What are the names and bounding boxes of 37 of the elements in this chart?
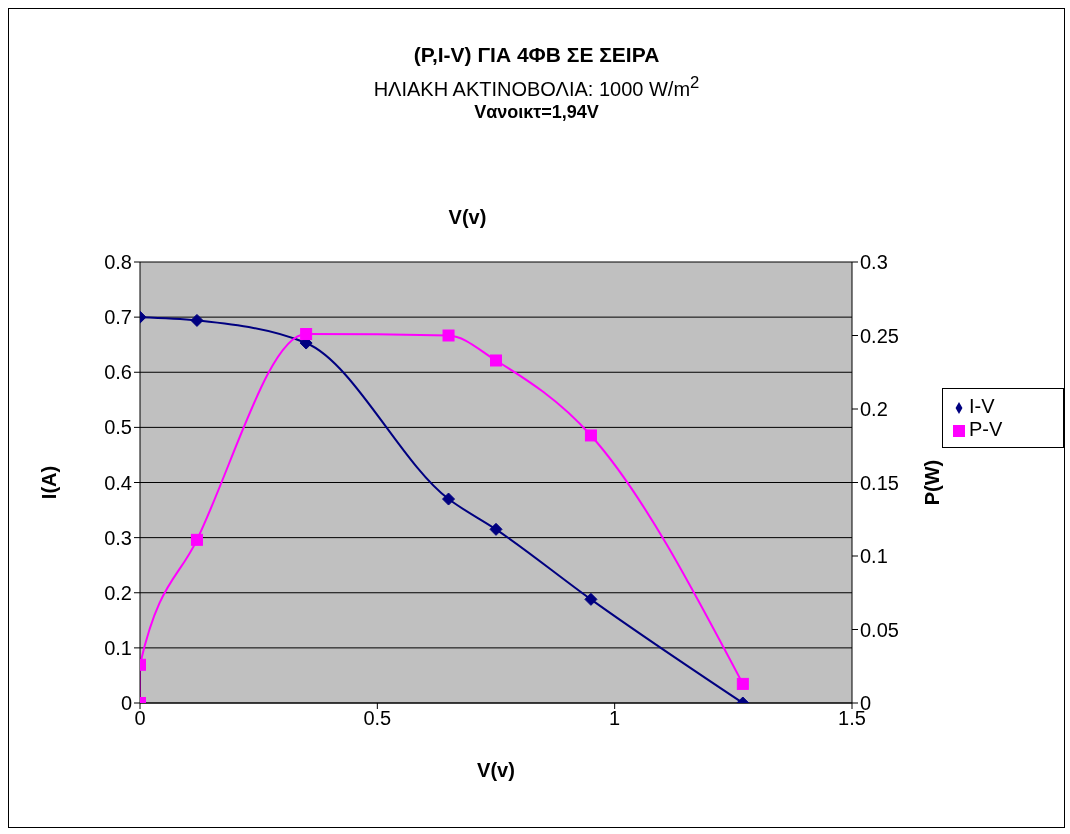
point <box>300 328 313 341</box>
y-tick-label: 0.6 <box>104 361 132 384</box>
text: Vανοικτ=1,94V <box>473 102 600 123</box>
y-tick-label: 0 <box>120 692 132 715</box>
point <box>736 677 749 690</box>
legend-label: P-V <box>969 418 1003 440</box>
point <box>442 329 455 342</box>
chart-title: (P,I-V) ΓΙΑ 4ΦΒ ΣΕ ΣΕΙΡΑ <box>412 43 661 67</box>
chart-subtitle: ΗΛΙΑΚΗ ΑΚΤΙΝΟΒΟΛΙΑ: 1000 W/m$^{2}$ <box>373 73 700 100</box>
point <box>489 522 503 536</box>
y2-axis-title: P(W) <box>921 459 944 506</box>
point <box>584 429 597 442</box>
legend-label: I-V <box>969 395 995 417</box>
point <box>442 492 456 506</box>
point <box>190 533 203 546</box>
y-axis-title: I(A) <box>38 465 61 500</box>
x-tick-label: 0 <box>134 707 146 730</box>
y-tick-label: 0.2 <box>104 581 132 604</box>
point <box>490 354 502 367</box>
y2-tick-label: 0.15 <box>860 471 899 494</box>
y2-tick-label: 0.3 <box>860 251 888 274</box>
y2-tick-label: 0.05 <box>860 618 899 641</box>
y-tick-label: 0.1 <box>104 636 132 659</box>
x-tick-label: 1 <box>609 707 621 730</box>
y-tick-label: 0.5 <box>104 416 132 439</box>
y2-tick-label: 0.25 <box>860 324 899 347</box>
text: V(v) <box>447 206 488 229</box>
y-tick-label: 0.7 <box>104 306 132 329</box>
y2-tick-label: 0.2 <box>860 398 888 421</box>
y-tick-label: 0.3 <box>104 526 132 549</box>
y2-tick-label: 0.1 <box>860 545 888 568</box>
point <box>190 313 204 327</box>
y-tick-label: 0.8 <box>104 251 132 274</box>
point <box>584 592 598 606</box>
y-tick-label: 0.4 <box>104 471 132 494</box>
x-axis-title: V(v) <box>477 759 515 781</box>
x-tick-label: 0.5 <box>363 707 392 730</box>
